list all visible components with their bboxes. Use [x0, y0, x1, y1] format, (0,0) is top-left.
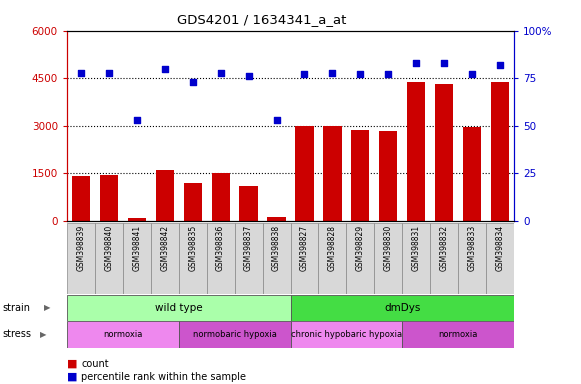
Text: GSM398828: GSM398828	[328, 225, 337, 271]
Text: normoxia: normoxia	[439, 330, 478, 339]
Text: chronic hypobaric hypoxia: chronic hypobaric hypoxia	[291, 330, 402, 339]
Text: GSM398842: GSM398842	[160, 225, 169, 271]
Text: GSM398838: GSM398838	[272, 225, 281, 271]
Bar	[267, 217, 286, 221]
Text: wild type: wild type	[155, 303, 202, 313]
Point	[496, 62, 505, 68]
Bar	[207, 223, 235, 294]
Text: GSM398840: GSM398840	[104, 225, 113, 271]
Text: ■: ■	[67, 359, 81, 369]
Bar	[184, 183, 202, 221]
Bar	[491, 82, 510, 221]
Bar	[458, 223, 486, 294]
Text: GDS4201 / 1634341_a_at: GDS4201 / 1634341_a_at	[177, 13, 346, 26]
Text: GSM398841: GSM398841	[132, 225, 141, 271]
Text: ▶: ▶	[44, 303, 50, 312]
Text: GSM398839: GSM398839	[76, 225, 85, 271]
Point	[440, 60, 449, 66]
Bar	[263, 223, 290, 294]
Bar	[290, 295, 514, 321]
Bar	[150, 223, 179, 294]
Bar	[179, 321, 290, 348]
Bar	[352, 130, 370, 221]
Point	[132, 117, 141, 123]
Point	[104, 70, 113, 76]
Text: GSM398831: GSM398831	[412, 225, 421, 271]
Bar	[346, 223, 374, 294]
Bar	[295, 126, 314, 221]
Bar	[95, 223, 123, 294]
Text: ■: ■	[67, 372, 81, 382]
Bar	[431, 223, 458, 294]
Point	[356, 71, 365, 78]
Bar	[123, 223, 150, 294]
Text: percentile rank within the sample: percentile rank within the sample	[81, 372, 246, 382]
Bar	[71, 176, 90, 221]
Bar	[67, 295, 290, 321]
Bar	[239, 186, 257, 221]
Bar	[403, 321, 514, 348]
Point	[383, 71, 393, 78]
Bar	[290, 321, 403, 348]
Text: normobaric hypoxia: normobaric hypoxia	[193, 330, 277, 339]
Bar	[324, 126, 342, 221]
Point	[160, 66, 169, 72]
Text: count: count	[81, 359, 109, 369]
Text: GSM398833: GSM398833	[468, 225, 477, 271]
Bar	[374, 223, 403, 294]
Bar	[435, 84, 453, 221]
Text: GSM398836: GSM398836	[216, 225, 225, 271]
Bar	[403, 223, 431, 294]
Bar	[211, 173, 229, 221]
Point	[76, 70, 85, 76]
Point	[412, 60, 421, 66]
Point	[272, 117, 281, 123]
Text: normoxia: normoxia	[103, 330, 142, 339]
Text: GSM398837: GSM398837	[244, 225, 253, 271]
Bar	[67, 223, 95, 294]
Bar	[486, 223, 514, 294]
Text: ▶: ▶	[40, 330, 46, 339]
Text: dmDys: dmDys	[384, 303, 421, 313]
Bar	[156, 170, 174, 221]
Point	[216, 70, 225, 76]
Point	[328, 70, 337, 76]
Text: GSM398834: GSM398834	[496, 225, 505, 271]
Point	[188, 79, 198, 85]
Bar	[290, 223, 318, 294]
Bar	[235, 223, 263, 294]
Text: stress: stress	[3, 329, 32, 339]
Point	[300, 71, 309, 78]
Text: GSM398829: GSM398829	[356, 225, 365, 271]
Text: GSM398830: GSM398830	[384, 225, 393, 271]
Point	[244, 73, 253, 79]
Text: GSM398832: GSM398832	[440, 225, 449, 271]
Point	[468, 71, 477, 78]
Bar	[67, 321, 179, 348]
Bar	[407, 82, 425, 221]
Bar	[318, 223, 346, 294]
Bar	[379, 131, 397, 221]
Text: GSM398835: GSM398835	[188, 225, 197, 271]
Bar	[463, 127, 481, 221]
Bar	[179, 223, 207, 294]
Bar	[128, 218, 146, 221]
Bar	[100, 175, 118, 221]
Text: strain: strain	[3, 303, 31, 313]
Text: GSM398827: GSM398827	[300, 225, 309, 271]
